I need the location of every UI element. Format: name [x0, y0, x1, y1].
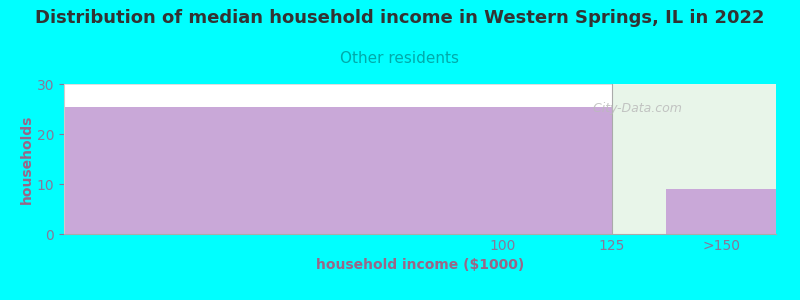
Text: City-Data.com: City-Data.com: [585, 102, 682, 115]
Y-axis label: households: households: [20, 114, 34, 204]
Text: Other residents: Other residents: [341, 51, 459, 66]
Bar: [64, 106, 612, 234]
Text: Distribution of median household income in Western Springs, IL in 2022: Distribution of median household income …: [35, 9, 765, 27]
X-axis label: household income ($1000): household income ($1000): [316, 258, 524, 272]
Bar: [666, 189, 776, 234]
Bar: [612, 84, 776, 234]
